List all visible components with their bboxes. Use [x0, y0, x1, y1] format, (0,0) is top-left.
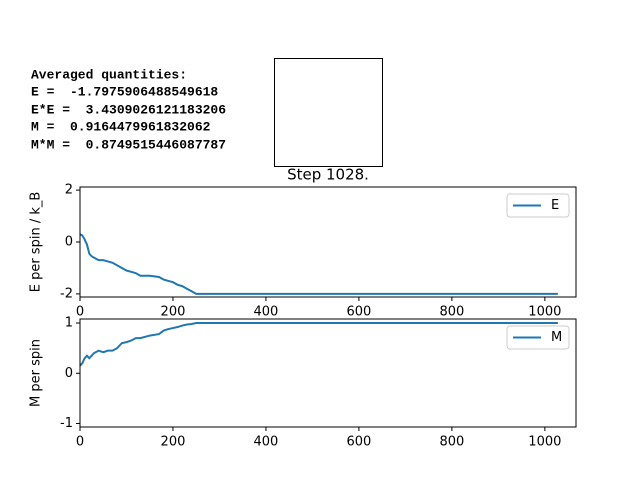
x-tick-label: 0 — [76, 435, 84, 450]
x-tick-label: 800 — [439, 435, 464, 450]
y-tick-label: 0 — [65, 235, 73, 250]
y-tick-label: -2 — [60, 286, 73, 301]
axes-frame — [79, 186, 577, 298]
y-tick-label: 1 — [65, 316, 73, 331]
x-tick-label: 1000 — [528, 305, 561, 320]
x-tick-label: 1000 — [528, 435, 561, 450]
legend-label: M — [551, 330, 562, 345]
series-line — [79, 322, 558, 367]
lattice-title: Step 1028. — [287, 166, 369, 184]
axes-frame — [79, 318, 577, 428]
y-axis-label: E per spin / k_B — [29, 192, 44, 293]
series-line — [79, 233, 558, 295]
x-tick-label: 600 — [346, 305, 371, 320]
y-tick-label: -1 — [60, 416, 73, 431]
x-tick-label: 200 — [161, 305, 186, 320]
averages-line: E*E = 3.4309026121183206 — [31, 102, 226, 117]
legend-label: E — [551, 198, 559, 213]
averages-line: M = 0.9164479961832062 — [31, 119, 211, 134]
x-tick-label: 400 — [254, 305, 279, 320]
averages-title: Averaged quantities: — [31, 67, 187, 82]
y-tick-label: 0 — [65, 366, 73, 381]
x-tick-label: 800 — [439, 305, 464, 320]
averages-line: E = -1.7975906488549618 — [31, 84, 218, 99]
y-axis-label: M per spin — [29, 339, 44, 407]
x-tick-label: 0 — [76, 305, 84, 320]
x-tick-label: 400 — [254, 435, 279, 450]
x-tick-label: 600 — [346, 435, 371, 450]
x-tick-label: 200 — [161, 435, 186, 450]
lattice-image — [274, 58, 383, 167]
y-tick-label: 2 — [65, 183, 73, 198]
averages-line: M*M = 0.8749515446087787 — [31, 137, 226, 152]
